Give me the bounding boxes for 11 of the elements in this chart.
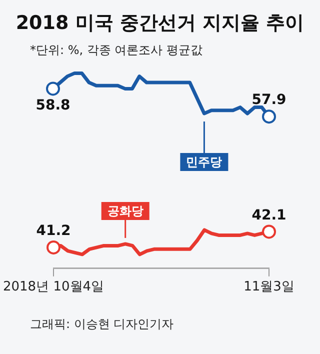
data-label: 42.1	[252, 207, 286, 224]
data-label: 57.9	[252, 92, 286, 108]
x-tick-label: 11월3일	[244, 280, 294, 295]
text: 그래픽: 이승현 디자인기자	[29, 316, 175, 333]
chart-subtitle: *단위: %, 각종 여론조사 평균값	[29, 42, 204, 59]
text: 공화당	[107, 204, 144, 218]
text: 민주당	[186, 155, 222, 170]
chart-title: 2018 미국 중간선거 지지율 추이	[14, 11, 306, 36]
x-tick-label: 2018년 10월4일	[3, 280, 104, 295]
data-label: 41.2	[36, 223, 71, 240]
data-label: 58.8	[36, 97, 70, 114]
